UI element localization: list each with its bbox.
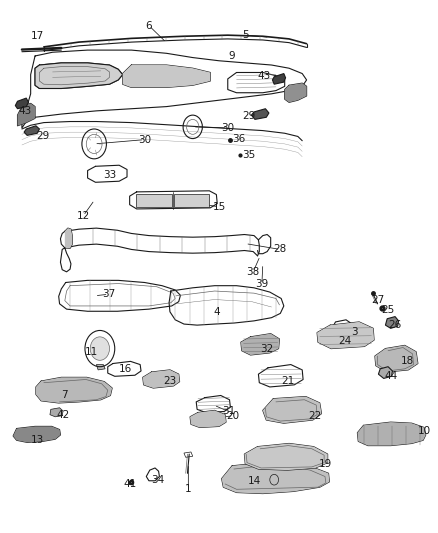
Polygon shape xyxy=(96,365,105,370)
Text: 44: 44 xyxy=(384,371,397,381)
Polygon shape xyxy=(190,410,226,427)
Polygon shape xyxy=(13,426,60,442)
Text: 17: 17 xyxy=(31,31,44,41)
Circle shape xyxy=(90,337,110,360)
Polygon shape xyxy=(143,370,180,388)
Polygon shape xyxy=(65,228,72,248)
Text: 32: 32 xyxy=(261,344,274,354)
Text: 18: 18 xyxy=(401,357,414,366)
Polygon shape xyxy=(357,422,426,446)
Text: 22: 22 xyxy=(308,411,321,421)
Text: 4: 4 xyxy=(213,307,220,317)
Text: 31: 31 xyxy=(222,407,235,416)
Text: 30: 30 xyxy=(138,135,151,144)
Polygon shape xyxy=(263,397,321,423)
Text: 33: 33 xyxy=(103,170,116,180)
Text: 27: 27 xyxy=(371,295,384,304)
Text: 13: 13 xyxy=(31,435,44,445)
Polygon shape xyxy=(241,334,279,355)
Polygon shape xyxy=(136,194,172,207)
Text: 26: 26 xyxy=(389,320,402,330)
Polygon shape xyxy=(18,103,35,126)
Polygon shape xyxy=(222,463,329,494)
Text: 24: 24 xyxy=(339,336,352,346)
Polygon shape xyxy=(272,74,286,84)
Polygon shape xyxy=(317,322,374,349)
Text: 42: 42 xyxy=(57,410,70,419)
Text: 43: 43 xyxy=(257,71,270,80)
Text: 37: 37 xyxy=(102,289,115,299)
Text: 35: 35 xyxy=(242,150,255,159)
Text: 10: 10 xyxy=(418,426,431,435)
Text: 7: 7 xyxy=(61,391,68,400)
Text: 15: 15 xyxy=(212,202,226,212)
Polygon shape xyxy=(174,194,209,207)
Text: 23: 23 xyxy=(163,376,177,386)
Polygon shape xyxy=(24,126,39,135)
Polygon shape xyxy=(15,98,28,109)
Text: 29: 29 xyxy=(242,111,255,121)
Text: 28: 28 xyxy=(274,245,287,254)
Text: 3: 3 xyxy=(351,327,358,336)
Polygon shape xyxy=(35,63,123,88)
Text: 34: 34 xyxy=(151,475,164,484)
Polygon shape xyxy=(385,317,399,328)
Text: 21: 21 xyxy=(282,376,295,386)
Text: 9: 9 xyxy=(229,51,236,61)
Text: 29: 29 xyxy=(36,131,49,141)
Text: 11: 11 xyxy=(85,347,98,357)
Text: 12: 12 xyxy=(77,211,90,221)
Text: 5: 5 xyxy=(242,30,249,40)
Text: 1: 1 xyxy=(185,484,192,494)
Text: 25: 25 xyxy=(381,305,395,315)
Text: 19: 19 xyxy=(318,459,332,469)
Polygon shape xyxy=(285,83,307,102)
Text: 6: 6 xyxy=(145,21,152,30)
Polygon shape xyxy=(375,345,418,372)
Text: 41: 41 xyxy=(123,479,136,489)
Polygon shape xyxy=(251,109,269,119)
Text: 30: 30 xyxy=(221,123,234,133)
Text: 43: 43 xyxy=(19,106,32,116)
Text: 38: 38 xyxy=(247,267,260,277)
Polygon shape xyxy=(50,408,63,417)
Polygon shape xyxy=(244,443,328,470)
Polygon shape xyxy=(36,377,112,403)
Polygon shape xyxy=(123,65,210,87)
Text: 36: 36 xyxy=(232,134,245,143)
Text: 39: 39 xyxy=(255,279,268,288)
Text: 16: 16 xyxy=(119,365,132,374)
Polygon shape xyxy=(378,367,392,378)
Text: 20: 20 xyxy=(226,411,240,421)
Text: 14: 14 xyxy=(248,476,261,486)
